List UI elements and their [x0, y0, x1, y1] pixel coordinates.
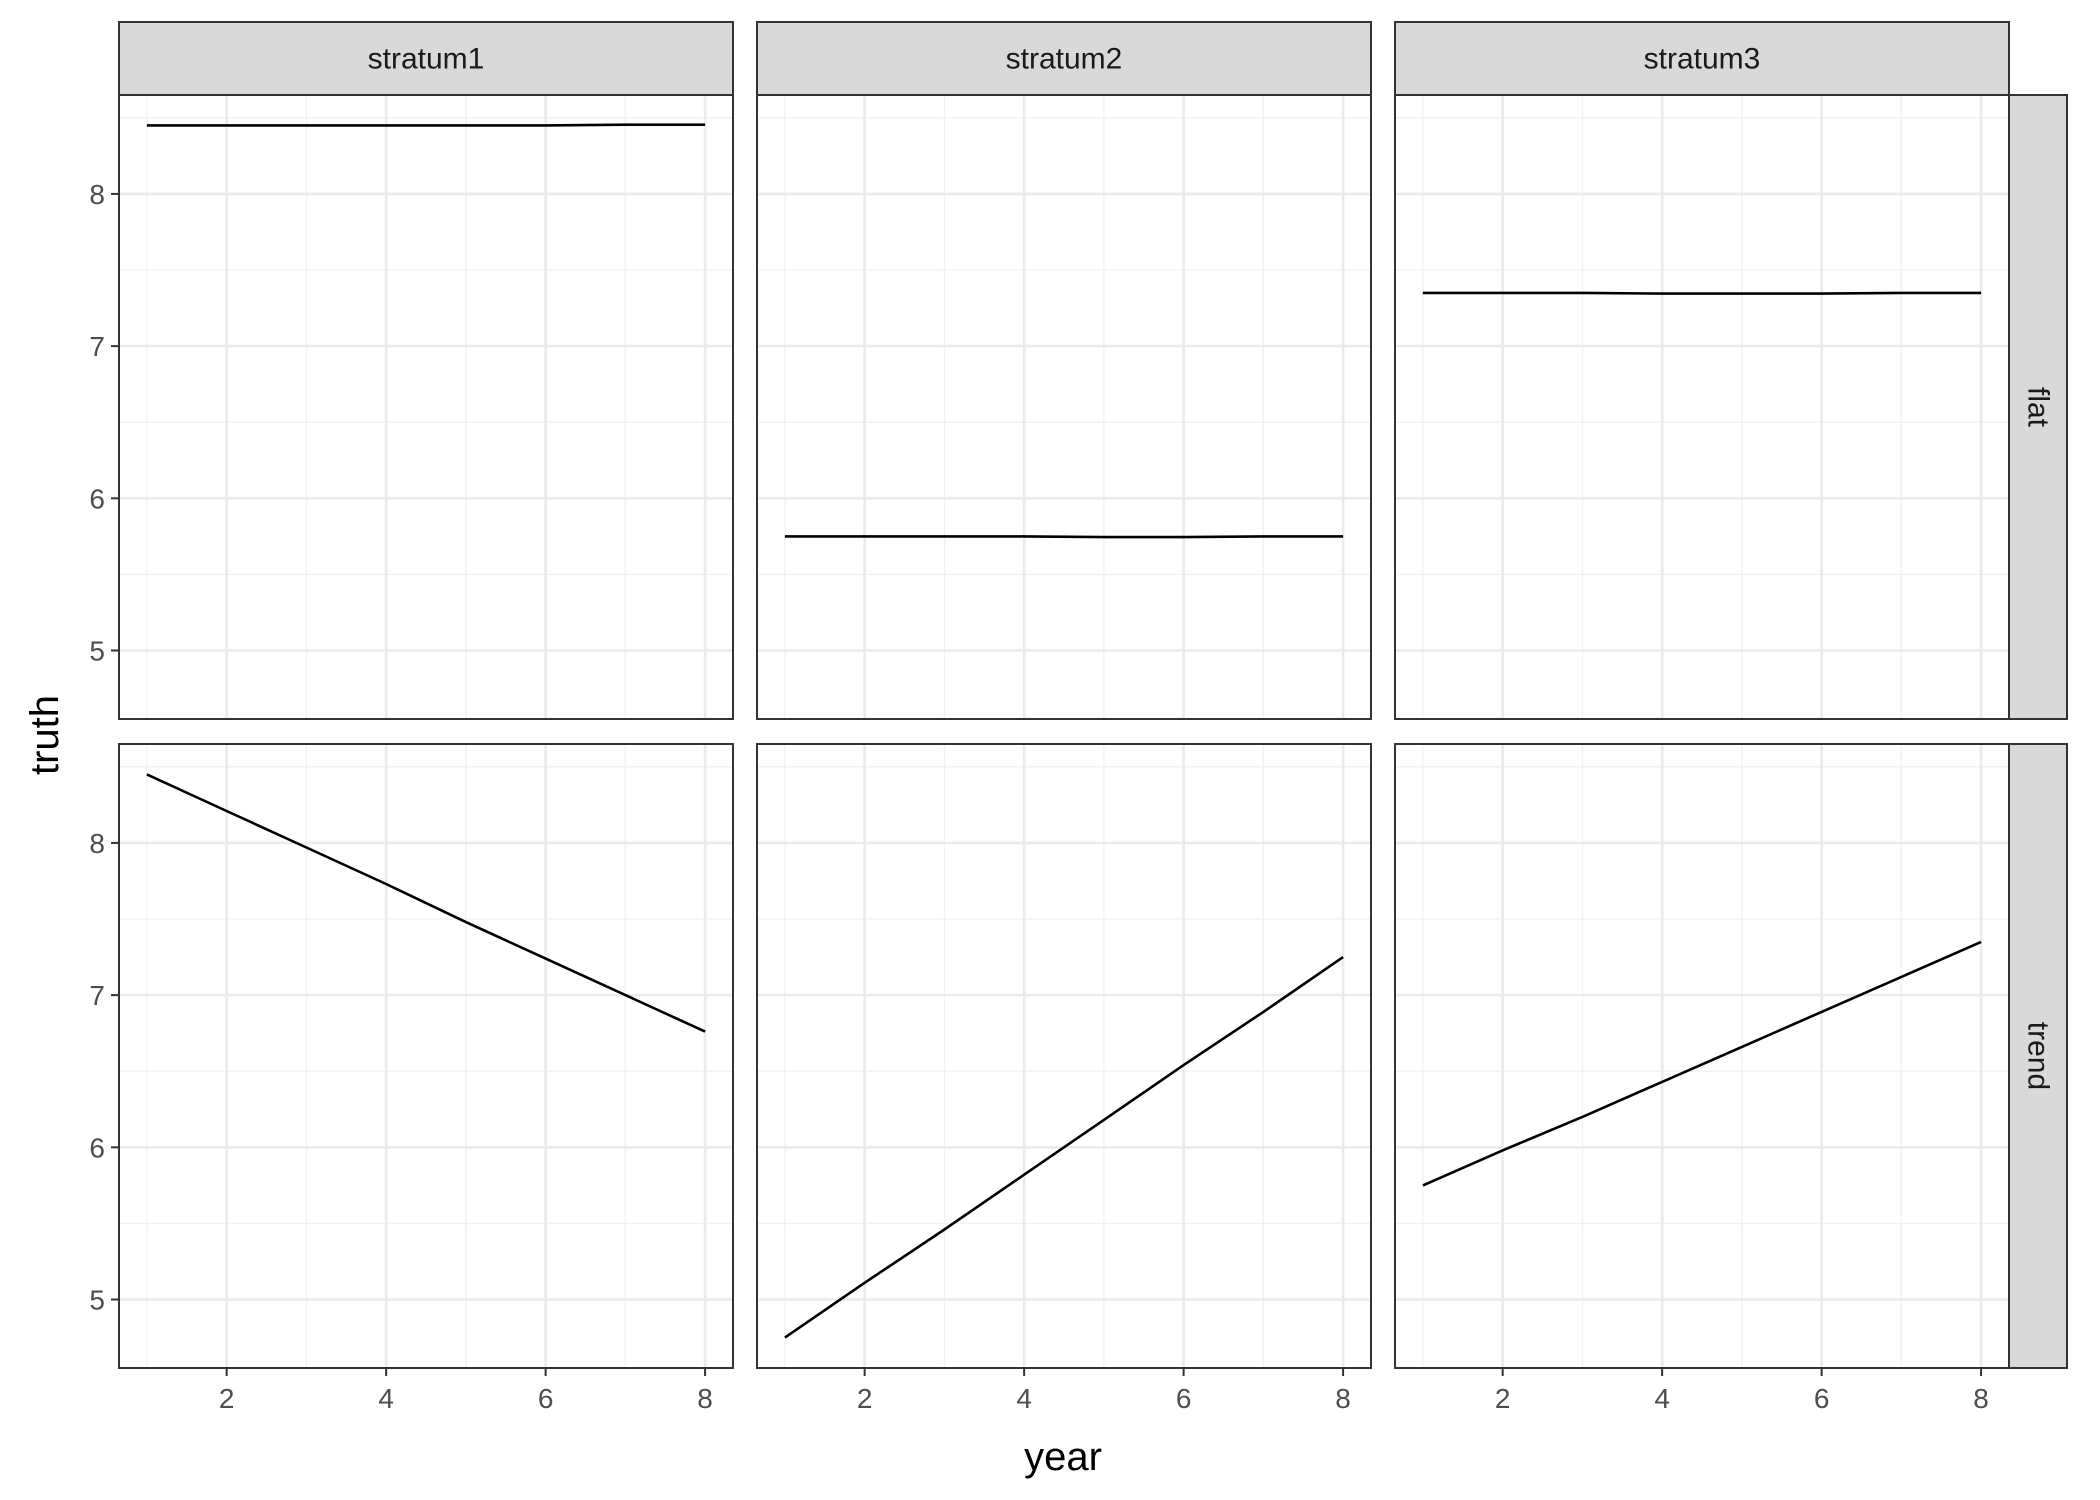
strip-label-stratum3: stratum3 [1644, 43, 1761, 76]
y-tick-label: 6 [89, 483, 105, 514]
panel-trend-stratum2: 2 4 6 8 [756, 743, 1372, 1414]
strip-flat: flat [2008, 94, 2068, 720]
strip-background [1394, 21, 2010, 96]
x-tick-label: 2 [219, 1383, 235, 1414]
x-tick-label: 8 [697, 1383, 713, 1414]
x-tick-label: 4 [1654, 1383, 1670, 1414]
strip-label-trend: trend [2022, 1022, 2055, 1090]
y-tick-label: 7 [89, 331, 105, 362]
strip-background [2008, 743, 2068, 1369]
panel-trend-stratum3: 2 4 6 8 [1394, 743, 2010, 1414]
series-line-flat-stratum1 [146, 123, 706, 127]
panel-background [757, 95, 1371, 719]
strip-stratum3: stratum3 [1394, 21, 2010, 96]
x-tick-label: 4 [1016, 1383, 1032, 1414]
panel-border [756, 743, 1372, 1369]
y-tick-label: 5 [89, 636, 105, 667]
series-line-trend-stratum3 [1422, 940, 1982, 1187]
panel-background [119, 744, 733, 1368]
strip-background [118, 21, 734, 96]
panel-border [118, 743, 734, 1369]
x-tick-label: 8 [1335, 1383, 1351, 1414]
y-tick-label: 5 [89, 1285, 105, 1316]
x-tick-label: 2 [857, 1383, 873, 1414]
x-tick-label: 6 [1814, 1383, 1830, 1414]
strip-label-flat: flat [2022, 387, 2055, 428]
x-tick-label: 2 [1495, 1383, 1511, 1414]
strip-background [2008, 94, 2068, 720]
strip-background [756, 21, 1372, 96]
panel-flat-stratum1: 5 6 7 8 [89, 94, 734, 720]
y-tick-label: 7 [89, 980, 105, 1011]
x-tick-label: 8 [1973, 1383, 1989, 1414]
series-line-trend-stratum2 [784, 956, 1344, 1339]
y-tick-label: 8 [89, 828, 105, 859]
series-line-flat-stratum3 [1422, 291, 1982, 295]
panel-background [1395, 95, 2009, 719]
panel-trend-stratum1: 5 6 7 8 2 4 6 8 [89, 743, 734, 1414]
strip-trend: trend [2008, 743, 2068, 1369]
series-line-flat-stratum2 [784, 535, 1344, 539]
panel-background [119, 95, 733, 719]
panel-flat-stratum3 [1394, 94, 2010, 720]
panel-flat-stratum2 [756, 94, 1372, 720]
panel-background [1395, 744, 2009, 1368]
panel-background [757, 744, 1371, 1368]
y-tick-label: 6 [89, 1132, 105, 1163]
y-tick-label: 8 [89, 179, 105, 210]
x-axis-title: year [1024, 1435, 1102, 1479]
panels-layer: 5 6 7 8 5 6 7 8 2 4 6 8 2 4 6 8 2 4 6 8 stratum1 stratum2 stra… [89, 21, 2068, 1414]
y-axis-title: truth [23, 695, 67, 775]
strip-stratum2: stratum2 [756, 21, 1372, 96]
x-tick-label: 6 [538, 1383, 554, 1414]
strip-label-stratum1: stratum1 [368, 43, 485, 76]
strip-stratum1: stratum1 [118, 21, 734, 96]
x-tick-label: 6 [1176, 1383, 1192, 1414]
x-tick-label: 4 [378, 1383, 394, 1414]
strip-label-stratum2: stratum2 [1006, 43, 1123, 76]
series-line-trend-stratum1 [146, 773, 706, 1033]
